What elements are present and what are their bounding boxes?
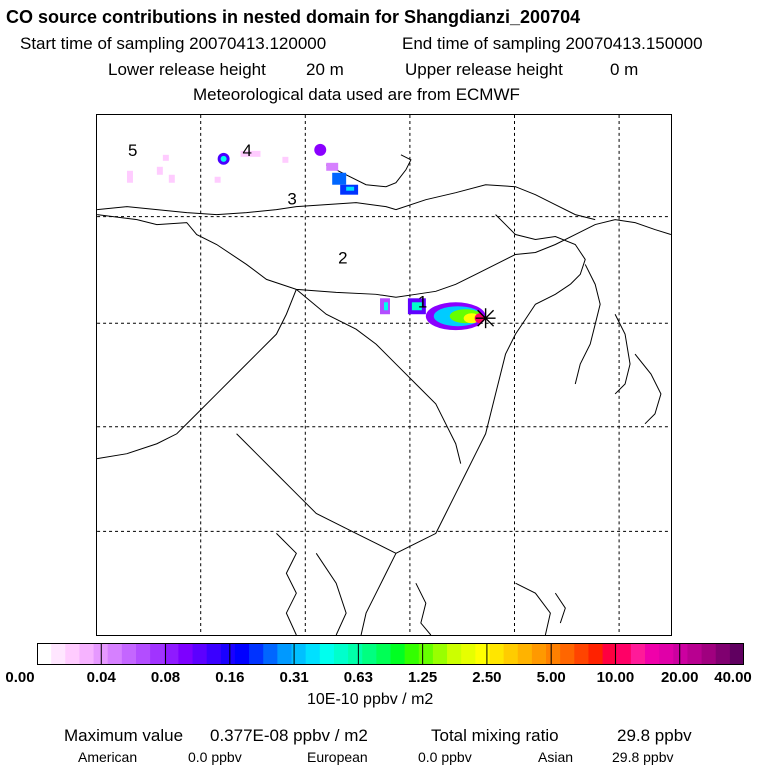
region-label-5: 5: [128, 141, 137, 160]
colorbar-tick-label: 0.63: [343, 669, 373, 686]
colorbar-swatch: [376, 643, 392, 665]
colorbar-swatch: [489, 643, 505, 665]
colorbar-tick-label: 0.31: [279, 669, 309, 686]
colorbar-tick-label: 1.25: [408, 669, 438, 686]
colorbar-swatch: [135, 643, 151, 665]
colorbar-swatch: [348, 643, 363, 665]
colorbar-swatch: [121, 643, 137, 665]
colorbar-tick-label: 2.50: [472, 669, 502, 686]
total-mixing-label: Total mixing ratio: [431, 726, 559, 745]
region-label-1: 1: [418, 292, 427, 311]
colorbar-swatch: [404, 643, 420, 665]
lower-release-label: Lower release height: [108, 60, 266, 79]
asian-value: 29.8 ppbv: [612, 749, 674, 765]
colorbar-swatch: [687, 643, 703, 665]
start-time-label: Start time of sampling 20070413.120000: [20, 34, 327, 53]
colorbar-unit: 10E-10 ppbv / m2: [307, 691, 434, 708]
colorbar-swatch: [546, 643, 561, 665]
colorbar-swatch: [79, 643, 95, 665]
colorbar-swatch: [531, 643, 547, 665]
colorbar-swatch: [333, 643, 349, 665]
colorbar: [37, 643, 744, 665]
colorbar-swatch: [418, 643, 434, 665]
colorbar-swatch: [277, 643, 293, 665]
colorbar-swatch: [234, 643, 250, 665]
colorbar-swatch: [220, 643, 236, 665]
colorbar-swatch: [588, 643, 604, 665]
colorbar-swatch: [319, 643, 335, 665]
colorbar-swatch: [475, 643, 491, 665]
colorbar-swatch: [206, 643, 222, 665]
met-data-label: Meteorological data used are from ECMWF: [193, 85, 520, 104]
receptor-marker: [475, 308, 496, 329]
colorbar-swatch: [432, 643, 448, 665]
colorbar-swatch: [461, 643, 476, 665]
upper-release-label: Upper release height: [405, 60, 563, 79]
colorbar-swatch: [574, 643, 590, 665]
colorbar-swatch: [645, 643, 660, 665]
region-label-4: 4: [243, 141, 252, 160]
colorbar-swatch: [630, 643, 646, 665]
region-label-3: 3: [287, 190, 296, 209]
colorbar-tick-label: 40.00: [714, 669, 752, 686]
colorbar-tick-label: 10.00: [596, 669, 635, 686]
asian-label: Asian: [538, 749, 574, 765]
total-mixing-value: 29.8 ppbv: [617, 726, 692, 745]
map-title: CO source contributions in nested domain…: [6, 7, 581, 27]
colorbar-swatch: [447, 643, 462, 665]
colorbar-swatch: [503, 643, 519, 665]
colorbar-swatch: [673, 643, 689, 665]
colorbar-swatch: [192, 643, 208, 665]
american-value: 0.0 ppbv: [188, 749, 242, 765]
colorbar-swatch: [390, 643, 406, 665]
colorbar-tick-label: 0.08: [150, 669, 181, 686]
colorbar-swatch: [659, 643, 674, 665]
region-labels: 1 2 3 4 5: [128, 141, 427, 311]
colorbar-swatch: [729, 643, 744, 665]
colorbar-tick-label: 20.00: [660, 669, 699, 686]
colorbar-swatch: [65, 643, 81, 665]
colorbar-swatch: [107, 643, 123, 665]
colorbar-swatch: [249, 643, 264, 665]
colorbar-swatch: [560, 643, 575, 665]
colorbar-tick-label: 0.00: [5, 669, 35, 686]
colorbar-swatch: [178, 643, 194, 665]
colorbar-swatch: [51, 643, 66, 665]
max-value: 0.377E-08 ppbv / m2: [210, 726, 368, 745]
colorbar-tick-label: 5.00: [536, 669, 566, 686]
colorbar-swatch: [37, 643, 52, 665]
colorbar-swatch: [715, 643, 731, 665]
lower-release-value: 20 m: [306, 60, 344, 79]
coastlines-borders: [97, 154, 671, 635]
end-time-label: End time of sampling 20070413.150000: [402, 34, 703, 53]
colorbar-border: [37, 643, 744, 665]
colorbar-swatch: [164, 643, 179, 665]
american-label: American: [78, 749, 138, 765]
colorbar-swatch: [362, 643, 377, 665]
colorbar-swatch: [150, 643, 165, 665]
colorbar-swatch: [602, 643, 618, 665]
colorbar-tick-label: 0.04: [86, 669, 116, 686]
map-panel: 1 2 3 4 5: [96, 114, 672, 636]
colorbar-swatch: [291, 643, 307, 665]
grid-lines: [97, 115, 671, 635]
colorbar-swatch: [263, 643, 278, 665]
upper-release-value: 0 m: [610, 60, 639, 79]
colorbar-swatch: [517, 643, 533, 665]
colorbar-swatch: [616, 643, 632, 665]
plume-cells: [126, 143, 486, 331]
european-value: 0.0 ppbv: [418, 749, 472, 765]
colorbar-swatch: [701, 643, 717, 665]
colorbar-tick-label: 0.16: [215, 669, 245, 686]
max-value-label: Maximum value: [64, 726, 184, 745]
european-label: European: [307, 749, 368, 765]
colorbar-swatch: [305, 643, 321, 665]
region-label-2: 2: [338, 248, 347, 267]
